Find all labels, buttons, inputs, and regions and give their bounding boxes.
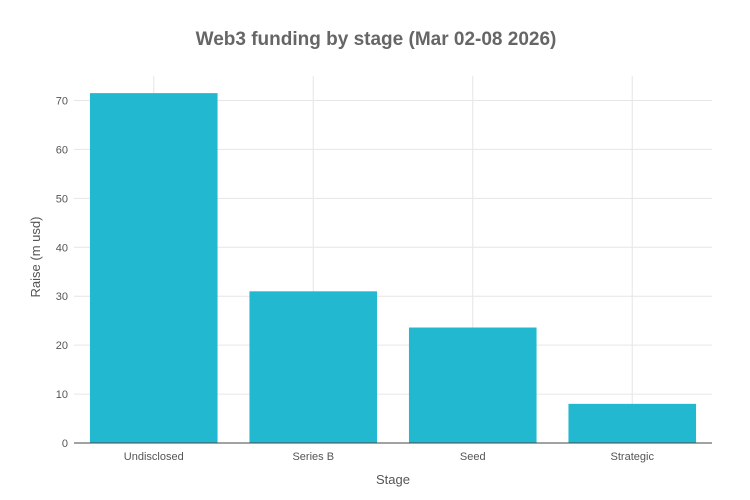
x-tick-label: Series B xyxy=(292,451,334,463)
y-tick-label: 60 xyxy=(56,144,68,156)
bars xyxy=(89,93,697,444)
chart-title: Web3 funding by stage (Mar 02-08 2026) xyxy=(196,29,557,50)
y-tick-label: 10 xyxy=(56,389,68,401)
y-tick-label: 20 xyxy=(56,340,68,352)
y-tick-label: 0 xyxy=(62,438,68,450)
bar xyxy=(568,403,697,443)
y-tick-label: 40 xyxy=(56,242,68,254)
y-axis-label: Raise (m usd) xyxy=(28,217,43,298)
x-tick-label: Undisclosed xyxy=(124,451,184,463)
bar xyxy=(89,93,218,444)
bar xyxy=(408,327,537,443)
x-axis-ticks: Undisclosed Series B Seed Strategic xyxy=(124,451,655,463)
x-axis-label: Stage xyxy=(376,472,410,487)
y-tick-label: 70 xyxy=(56,95,68,107)
x-tick-label: Seed xyxy=(460,451,486,463)
y-tick-label: 50 xyxy=(56,193,68,205)
y-axis-ticks: 0 10 20 30 40 50 60 70 xyxy=(56,95,68,450)
y-tick-label: 30 xyxy=(56,291,68,303)
bar xyxy=(249,291,378,443)
x-tick-label: Strategic xyxy=(611,451,655,463)
